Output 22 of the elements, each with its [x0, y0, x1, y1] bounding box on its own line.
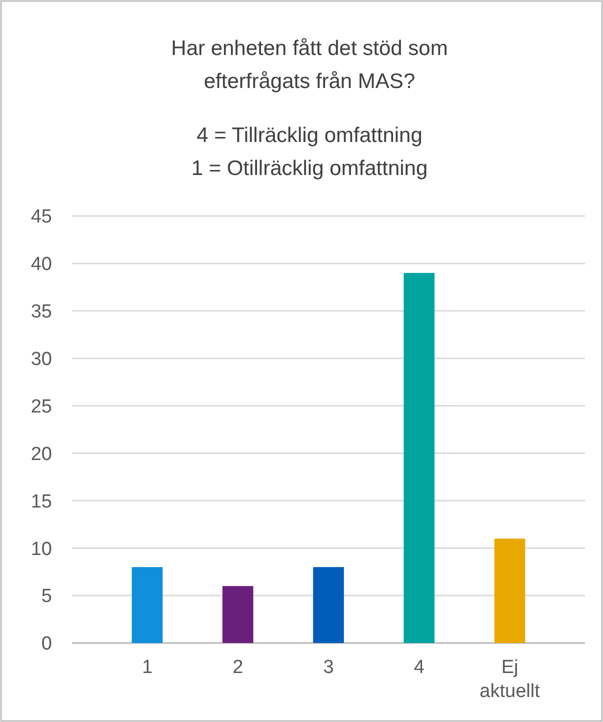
y-tick-label: 10 — [30, 538, 52, 560]
bar — [313, 567, 344, 643]
x-tick-label: 4 — [414, 657, 425, 678]
y-tick-label: 30 — [30, 348, 52, 370]
x-tick-label: 2 — [232, 657, 244, 678]
bar — [404, 272, 435, 643]
x-tick-label: Ej aktuellt — [480, 657, 541, 702]
y-tick-label: 35 — [30, 302, 52, 323]
y-tick-label: 25 — [30, 396, 52, 418]
y-tick-label: 5 — [41, 586, 52, 608]
y-tick-label: 40 — [30, 254, 52, 276]
y-tick-label: 15 — [30, 491, 52, 512]
y-tick-label: 0 — [41, 634, 52, 655]
bar — [132, 567, 163, 643]
y-tick-label: 45 — [30, 206, 52, 228]
y-tick-label: 20 — [30, 444, 52, 465]
bar — [494, 538, 526, 643]
bar — [222, 586, 254, 643]
chart-title: Har enheten fått det stöd som efterfrågats från MAS? — [171, 37, 448, 93]
x-tick-label: 1 — [142, 657, 153, 678]
x-tick-label: 3 — [323, 657, 334, 678]
chart-subtitle: 4 = Tillräcklig omfattning 1 = Otillräcklig omfattning — [191, 124, 428, 180]
